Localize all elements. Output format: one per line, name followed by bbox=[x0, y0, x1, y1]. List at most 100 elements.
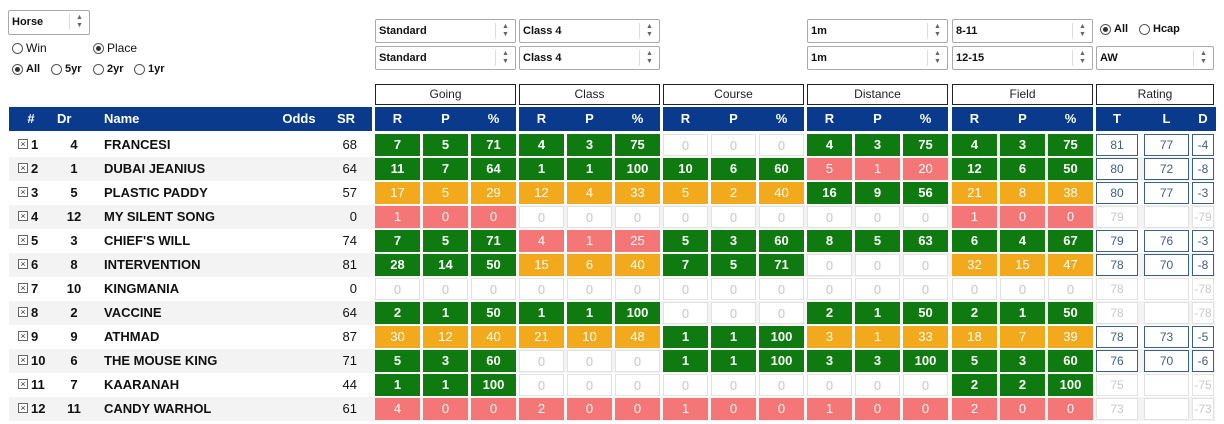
rating-cell-t: 75 bbox=[1096, 374, 1138, 396]
class-select-top[interactable]: Class 4 ▲ ▼ bbox=[519, 19, 660, 43]
stat-cell-field-r: 18 bbox=[952, 326, 997, 348]
stat-cell-going-pct: 0 bbox=[471, 206, 516, 228]
col-distance-pct[interactable]: % bbox=[919, 111, 932, 126]
field-select-top[interactable]: 8-11 ▲ ▼ bbox=[952, 19, 1093, 43]
surface-select[interactable]: AW ▲ ▼ bbox=[1096, 46, 1214, 70]
stat-cell-distance-p: 1 bbox=[855, 326, 900, 348]
stat-cell-distance-r: 3 bbox=[807, 350, 852, 372]
col-class-p[interactable]: P bbox=[585, 111, 594, 126]
stat-cell-course-r: 0 bbox=[663, 278, 708, 300]
stat-cell-field-pct: 50 bbox=[1048, 158, 1093, 180]
stat-cell-field-r: 12 bbox=[952, 158, 997, 180]
going-select-bottom[interactable]: Standard ▲ ▼ bbox=[375, 46, 516, 70]
type-select[interactable]: Horse ▲ ▼ bbox=[8, 10, 90, 35]
table-row: × 1 4 FRANCESI 68 7 5 71 4 3 75 0 0 0 4 3 75 4 3 75 81 77 -4 bbox=[9, 133, 1215, 157]
stat-cell-distance-pct: 75 bbox=[903, 134, 948, 156]
bet-place-radio[interactable]: Place bbox=[93, 41, 137, 55]
stat-cell-class-p: 0 bbox=[567, 350, 612, 372]
col-dr[interactable]: Dr bbox=[57, 111, 72, 126]
col-going-pct[interactable]: % bbox=[487, 111, 500, 126]
rating-cell-d: -4 bbox=[1192, 134, 1214, 156]
col-course-p[interactable]: P bbox=[729, 111, 738, 126]
col-distance-r[interactable]: R bbox=[824, 111, 835, 126]
stat-cell-course-r: 5 bbox=[663, 230, 708, 252]
remove-checkbox-icon[interactable]: × bbox=[18, 379, 28, 389]
col-field-pct[interactable]: % bbox=[1064, 111, 1077, 126]
remove-checkbox-icon[interactable]: × bbox=[18, 139, 28, 149]
chevron-updown-icon: ▲ ▼ bbox=[639, 50, 659, 66]
bet-win-radio[interactable]: Win bbox=[12, 41, 47, 55]
period-1yr-radio[interactable]: 1yr bbox=[134, 63, 165, 75]
radio-icon bbox=[1139, 23, 1150, 35]
remove-checkbox-icon[interactable]: × bbox=[18, 211, 28, 221]
remove-checkbox-icon[interactable]: × bbox=[18, 163, 28, 173]
race-hcap-radio[interactable]: Hcap bbox=[1139, 23, 1180, 35]
period-2yr-radio[interactable]: 2yr bbox=[93, 63, 124, 75]
group-going: Going bbox=[375, 84, 516, 105]
stat-cell-class-pct: 0 bbox=[615, 374, 660, 396]
stat-cell-class-p: 1 bbox=[567, 158, 612, 180]
row-draw: 7 bbox=[70, 377, 78, 392]
stat-cell-going-pct: 71 bbox=[471, 230, 516, 252]
col-name[interactable]: Name bbox=[104, 111, 140, 126]
stat-cell-going-pct: 50 bbox=[471, 254, 516, 276]
stat-cell-course-r: 1 bbox=[663, 326, 708, 348]
table-row: ×710KINGMANIA0000000000000000780-78 bbox=[9, 277, 1215, 301]
row-sr: 64 bbox=[342, 305, 357, 320]
stat-cell-going-p: 0 bbox=[423, 278, 468, 300]
period-5yr-radio[interactable]: 5yr bbox=[51, 63, 82, 75]
row-sr: 64 bbox=[342, 161, 357, 176]
remove-checkbox-icon[interactable]: × bbox=[18, 235, 28, 245]
stat-cell-field-p: 1 bbox=[1000, 302, 1045, 324]
col-course-pct[interactable]: % bbox=[775, 111, 788, 126]
radio-icon bbox=[134, 63, 145, 75]
stat-cell-class-pct: 0 bbox=[615, 278, 660, 300]
remove-checkbox-icon[interactable]: × bbox=[18, 355, 28, 365]
stat-cell-distance-pct: 33 bbox=[903, 326, 948, 348]
field-select-bottom[interactable]: 12-15 ▲ ▼ bbox=[952, 46, 1093, 70]
stat-cell-class-r: 0 bbox=[519, 206, 564, 228]
col-num[interactable]: # bbox=[27, 111, 35, 126]
rating-cell-l: 72 bbox=[1144, 158, 1189, 180]
stat-cell-class-r: 12 bbox=[519, 182, 564, 204]
col-going-r[interactable]: R bbox=[392, 111, 403, 126]
distance-select-bottom[interactable]: 1m ▲ ▼ bbox=[807, 46, 948, 70]
stat-cell-course-p: 0 bbox=[711, 206, 756, 228]
col-sr[interactable]: SR bbox=[336, 111, 356, 126]
rating-cell-d: -73 bbox=[1192, 398, 1214, 420]
stat-cell-course-pct: 0 bbox=[759, 302, 804, 324]
remove-checkbox-icon[interactable]: × bbox=[18, 307, 28, 317]
stat-cell-field-r: 4 bbox=[952, 134, 997, 156]
row-number: 4 bbox=[31, 209, 39, 224]
class-bottom-value: Class 4 bbox=[523, 52, 562, 64]
stat-cell-class-p: 0 bbox=[567, 374, 612, 396]
col-field-r[interactable]: R bbox=[969, 111, 980, 126]
remove-checkbox-icon[interactable]: × bbox=[18, 259, 28, 269]
stat-cell-distance-pct: 63 bbox=[903, 230, 948, 252]
col-class-pct[interactable]: % bbox=[631, 111, 644, 126]
col-class-r[interactable]: R bbox=[536, 111, 547, 126]
rating-cell-d: -3 bbox=[1192, 230, 1214, 252]
class-select-bottom[interactable]: Class 4 ▲ ▼ bbox=[519, 46, 660, 70]
col-rating-t[interactable]: T bbox=[1113, 111, 1121, 126]
going-select-top[interactable]: Standard ▲ ▼ bbox=[375, 19, 516, 43]
stat-cell-distance-r: 16 bbox=[807, 182, 852, 204]
remove-checkbox-icon[interactable]: × bbox=[18, 283, 28, 293]
distance-select-top[interactable]: 1m ▲ ▼ bbox=[807, 19, 948, 43]
stat-cell-course-pct: 0 bbox=[759, 374, 804, 396]
race-all-radio[interactable]: All bbox=[1100, 23, 1128, 35]
col-rating-l[interactable]: L bbox=[1162, 111, 1171, 126]
period-all-radio[interactable]: All bbox=[12, 63, 40, 75]
stat-cell-distance-pct: 0 bbox=[903, 254, 948, 276]
col-odds[interactable]: Odds bbox=[282, 111, 316, 126]
going-bottom-value: Standard bbox=[379, 52, 427, 64]
remove-checkbox-icon[interactable]: × bbox=[18, 403, 28, 413]
remove-checkbox-icon[interactable]: × bbox=[18, 331, 28, 341]
col-course-r[interactable]: R bbox=[680, 111, 691, 126]
col-rating-d[interactable]: D bbox=[1198, 111, 1208, 126]
col-distance-p[interactable]: P bbox=[873, 111, 882, 126]
col-going-p[interactable]: P bbox=[441, 111, 450, 126]
col-field-p[interactable]: P bbox=[1018, 111, 1027, 126]
row-sr: 81 bbox=[342, 257, 357, 272]
remove-checkbox-icon[interactable]: × bbox=[18, 187, 28, 197]
